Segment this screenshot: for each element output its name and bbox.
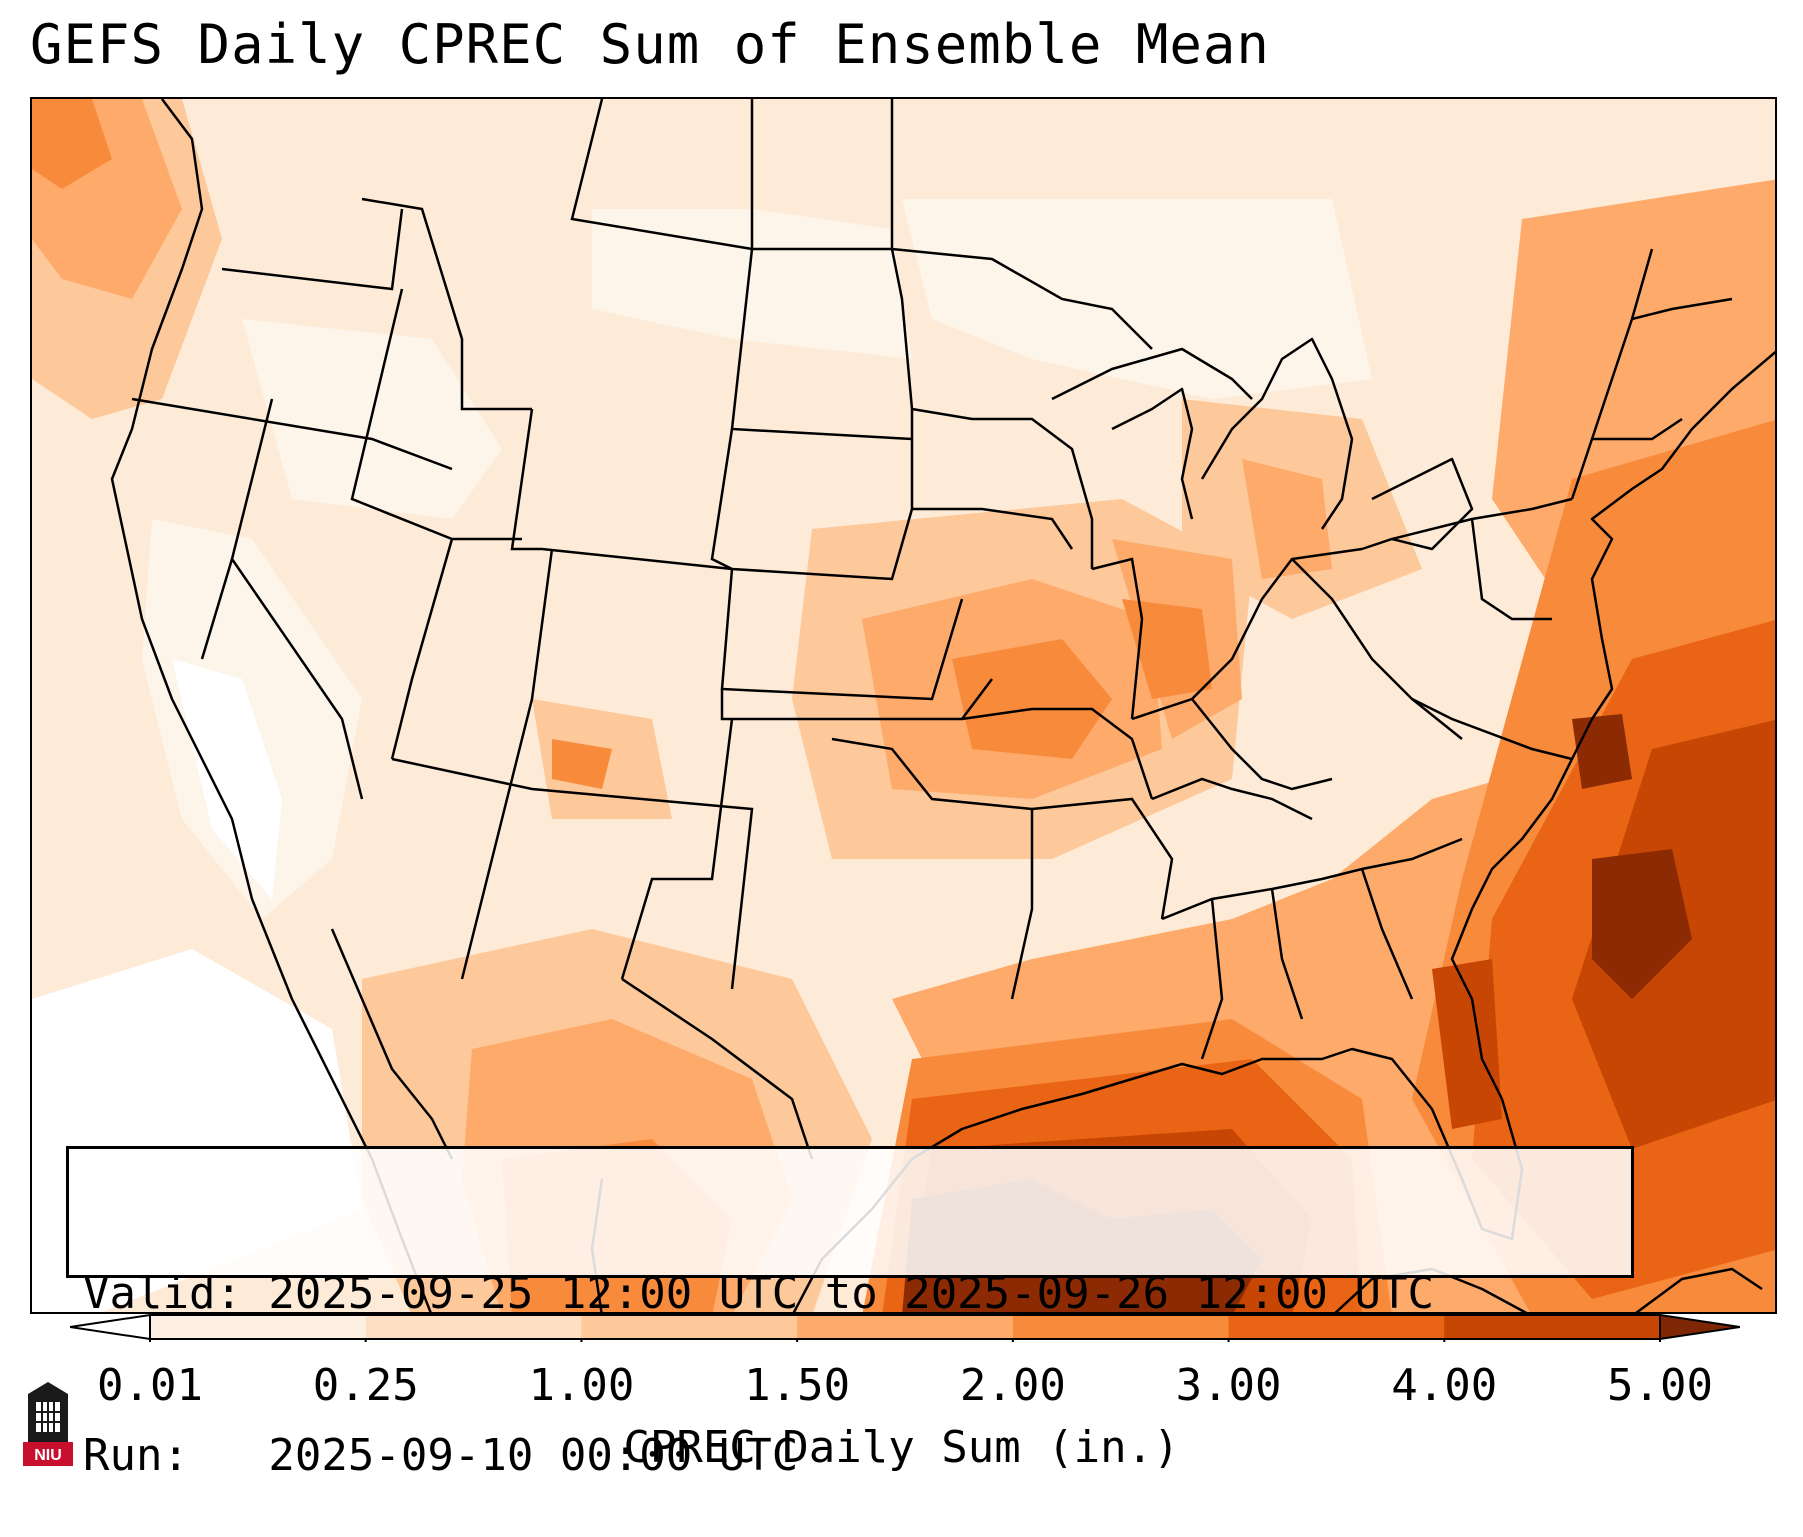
precip-map-svg	[32, 99, 1775, 1312]
coastlines	[110, 99, 1775, 1312]
colorbar-tick-label: 0.25	[312, 1360, 419, 1411]
colorbar-segment	[1444, 1315, 1661, 1339]
colorbar-label: CPREC Daily Sum (in.)	[623, 1422, 1180, 1473]
colorbar-segment	[581, 1315, 798, 1339]
colorbar-segment	[150, 1315, 367, 1339]
colorbar-outline	[149, 1314, 1661, 1340]
valid-time-text: Valid: 2025-09-25 12:00 UTC to 2025-09-2…	[83, 1268, 1435, 1319]
colorbar-under-arrow	[70, 1313, 151, 1341]
colorbar-segment	[1228, 1315, 1445, 1339]
colorbar-ticks	[149, 1339, 1661, 1342]
colorbar-tick-label: 5.00	[1607, 1360, 1713, 1411]
colorbar-tick-label: 1.00	[528, 1360, 635, 1411]
precip-map	[30, 97, 1777, 1314]
state-borders	[131, 99, 1733, 1160]
colorbar-over-arrow	[1659, 1313, 1740, 1341]
colorbar-segment	[365, 1315, 582, 1339]
colorbar-segment	[1012, 1315, 1230, 1339]
university-tower-icon: NIU	[23, 1382, 73, 1466]
valid-run-info-box: Valid: 2025-09-25 12:00 UTC to 2025-09-2…	[66, 1146, 1634, 1481]
run-time-text: Run: 2025-09-10 00:00 UTC	[83, 1430, 799, 1481]
map-title: GEFS Daily CPREC Sum of Ensemble Mean	[30, 13, 1270, 76]
logo-text: NIU	[34, 1447, 62, 1464]
colorbar-segment	[797, 1315, 1014, 1339]
colorbar-segments	[150, 1315, 1661, 1339]
colorbar	[70, 1313, 1740, 1342]
colorbar-tick-label: 0.01	[97, 1360, 203, 1411]
colorbar-tick-label: 2.00	[959, 1360, 1066, 1411]
colorbar-tick-label: 4.00	[1391, 1360, 1498, 1411]
colorbar-tick-label: 3.00	[1175, 1360, 1282, 1411]
colorbar-tick-label: 1.50	[744, 1360, 851, 1411]
